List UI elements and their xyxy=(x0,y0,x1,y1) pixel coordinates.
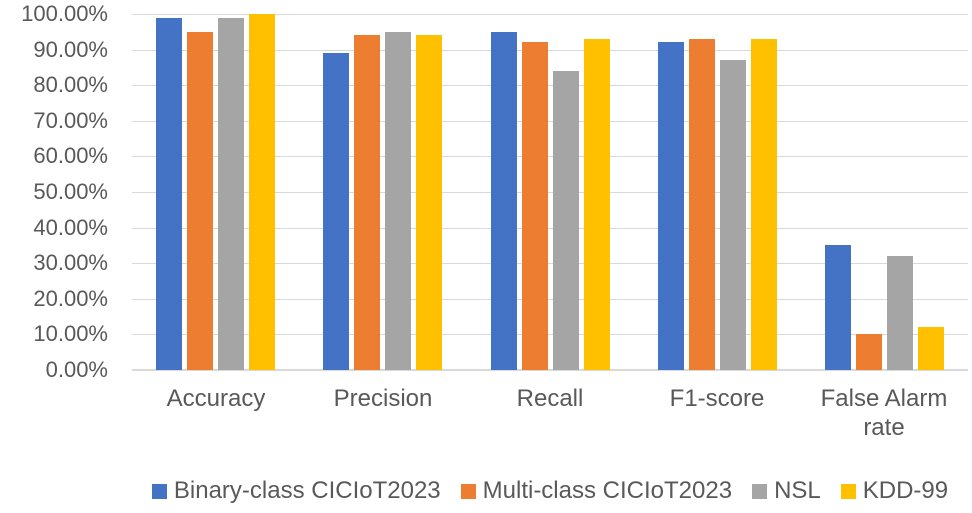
gridline xyxy=(132,228,968,229)
legend-item-multi-class-ciciot2023: Multi-class CICIoT2023 xyxy=(460,477,733,505)
legend-item-binary-class-ciciot2023: Binary-class CICIoT2023 xyxy=(151,477,441,505)
bar-kdd-99-precision xyxy=(416,35,442,370)
y-tick-label: 30.00% xyxy=(33,250,108,275)
x-axis-line xyxy=(132,369,968,371)
bar-multi-class-ciciot2023-accuracy xyxy=(187,32,213,370)
bar-binary-class-ciciot2023-precision xyxy=(323,53,349,370)
x-tick-label: Recall xyxy=(516,385,584,412)
legend-label: Multi-class CICIoT2023 xyxy=(482,477,733,504)
bar-nsl-f1-score xyxy=(720,60,746,370)
bar-nsl-precision xyxy=(385,32,411,370)
legend-swatch-icon xyxy=(151,483,167,499)
gridline xyxy=(132,85,968,86)
legend-label: KDD-99 xyxy=(862,477,949,504)
gridline xyxy=(132,156,968,157)
legend-swatch-icon xyxy=(752,483,768,499)
y-tick-label: 40.00% xyxy=(33,215,108,240)
bar-multi-class-ciciot2023-recall xyxy=(522,42,548,370)
bar-group-f1-score xyxy=(658,14,777,370)
gridline xyxy=(132,192,968,193)
y-tick-label: 90.00% xyxy=(33,37,108,62)
bar-group-accuracy xyxy=(156,14,275,370)
y-tick-label: 70.00% xyxy=(33,108,108,133)
y-tick-label: 60.00% xyxy=(33,143,108,168)
bar-multi-class-ciciot2023-precision xyxy=(354,35,380,370)
gridline xyxy=(132,50,968,51)
gridline xyxy=(132,299,968,300)
legend-swatch-icon xyxy=(460,483,476,499)
bar-multi-class-ciciot2023-f1-score xyxy=(689,39,715,370)
legend-item-kdd-99: KDD-99 xyxy=(840,477,949,505)
x-tick-label: False Alarm rate xyxy=(820,385,948,441)
bar-binary-class-ciciot2023-f1-score xyxy=(658,42,684,370)
legend-item-nsl: NSL xyxy=(752,477,821,505)
gridline xyxy=(132,334,968,335)
legend-label: NSL xyxy=(774,477,821,504)
bar-binary-class-ciciot2023-recall xyxy=(491,32,517,370)
bar-kdd-99-accuracy xyxy=(249,14,275,370)
bar-nsl-false-alarm-rate xyxy=(887,256,913,370)
gridline xyxy=(132,121,968,122)
y-tick-label: 80.00% xyxy=(33,72,108,97)
bar-group-precision xyxy=(323,14,442,370)
bar-kdd-99-false-alarm-rate xyxy=(918,327,944,370)
gridline xyxy=(132,263,968,264)
bar-group-false-alarm-rate xyxy=(825,14,944,370)
y-tick-label: 0.00% xyxy=(45,357,108,382)
y-tick-label: 50.00% xyxy=(33,179,108,204)
bar-nsl-recall xyxy=(553,71,579,370)
legend: Binary-class CICIoT2023 Multi-class CICIo… xyxy=(132,476,968,506)
x-tick-label: Precision xyxy=(333,385,433,412)
bar-multi-class-ciciot2023-false-alarm-rate xyxy=(856,334,882,370)
bar-kdd-99-f1-score xyxy=(751,39,777,370)
legend-label: Binary-class CICIoT2023 xyxy=(173,477,441,504)
y-tick-label: 100.00% xyxy=(21,1,108,26)
bar-binary-class-ciciot2023-accuracy xyxy=(156,18,182,370)
x-tick-label: F1-score xyxy=(669,385,765,412)
bar-nsl-accuracy xyxy=(218,18,244,370)
gridline xyxy=(132,14,968,15)
bar-kdd-99-recall xyxy=(584,39,610,370)
legend-swatch-icon xyxy=(840,483,856,499)
x-tick-label: Accuracy xyxy=(166,385,266,412)
bar-binary-class-ciciot2023-false-alarm-rate xyxy=(825,245,851,370)
y-tick-label: 10.00% xyxy=(33,321,108,346)
y-tick-label: 20.00% xyxy=(33,286,108,311)
bar-group-recall xyxy=(491,14,610,370)
